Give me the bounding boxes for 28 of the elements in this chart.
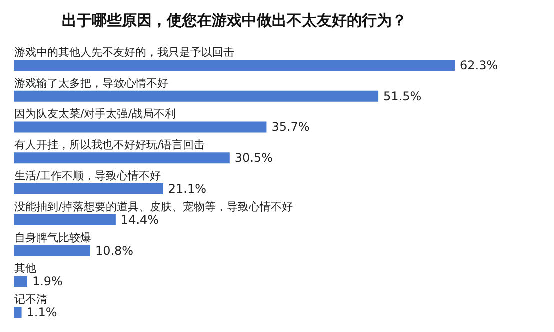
bar	[14, 184, 164, 194]
bar	[14, 60, 455, 71]
y-tick-label: 自身脾气比较爆	[14, 231, 92, 244]
bar	[14, 152, 230, 164]
y-tick-label: 因为队友太菜/对手太强/战局不利	[14, 108, 176, 121]
chart-title: 出于哪些原因，使您在游戏中做出不太友好的行为？	[62, 11, 407, 30]
data-label: 1.9%	[32, 274, 63, 289]
y-tick-label: 游戏输了太多把，导致心情不好	[14, 76, 168, 90]
bar	[14, 307, 22, 318]
bar	[14, 214, 116, 226]
y-tick-label: 其他	[14, 262, 36, 276]
y-tick-label: 生活/工作不顺，导致心情不好	[14, 170, 162, 182]
data-label: 14.4%	[120, 212, 160, 227]
bar	[14, 276, 28, 288]
data-label: 21.1%	[168, 182, 206, 196]
data-label: 35.7%	[272, 120, 310, 134]
bar	[14, 245, 90, 256]
y-tick-label: 游戏中的其他人先不友好的，我只是予以回击	[14, 46, 234, 59]
data-label: 51.5%	[384, 89, 422, 104]
data-label: 30.5%	[234, 151, 274, 166]
data-label: 62.3%	[460, 58, 498, 72]
data-label: 1.1%	[26, 306, 58, 320]
bar	[14, 122, 267, 133]
y-tick-label: 没能抽到/掉落想要的道具、皮肤、宠物等，导致心情不好	[14, 200, 294, 214]
y-tick-label: 记不清	[14, 293, 48, 306]
y-tick-label: 有人开挂，所以我也不好好玩/语言回击	[14, 138, 206, 152]
bar	[14, 90, 379, 102]
data-label: 10.8%	[95, 244, 134, 258]
